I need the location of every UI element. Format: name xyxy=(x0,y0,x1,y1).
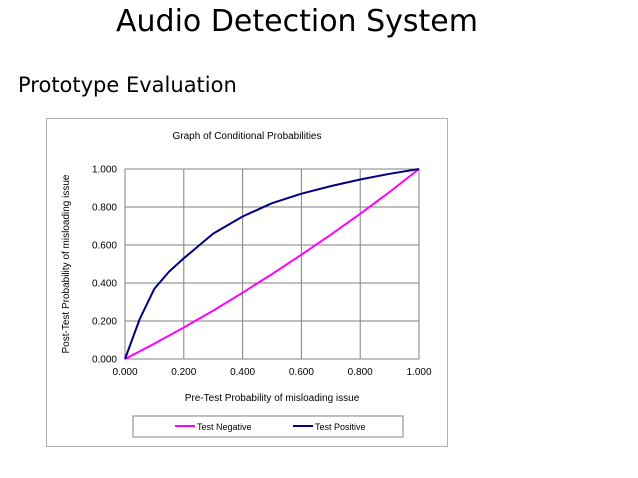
slide-title: Audio Detection System xyxy=(116,4,478,39)
legend-label-test-positive: Test Positive xyxy=(315,422,366,432)
x-tick-label: 0.800 xyxy=(348,367,373,378)
series-line-test-positive xyxy=(124,168,420,360)
x-tick-label: 1.000 xyxy=(406,367,431,378)
y-tick-label: 1.000 xyxy=(92,165,117,176)
legend-label-test-negative: Test Negative xyxy=(197,422,252,432)
x-tick-label: 0.000 xyxy=(112,367,137,378)
y-axis-label: Post-Test Probability of misloading issu… xyxy=(61,174,72,353)
series-line-test-negative xyxy=(124,168,420,360)
plot-area xyxy=(124,168,420,360)
series-lines xyxy=(124,168,420,360)
x-axis-label: Pre-Test Probability of misloading issue xyxy=(185,393,360,404)
y-tick-labels: 0.000 0.200 0.400 0.600 0.800 1.000 xyxy=(92,165,117,366)
x-tick-label: 0.600 xyxy=(289,367,314,378)
slide-subtitle: Prototype Evaluation xyxy=(18,73,237,97)
grid-lines xyxy=(125,169,419,359)
chart-container: Graph of Conditional Probabilities 0.000… xyxy=(46,118,448,447)
conditional-probability-chart: Graph of Conditional Probabilities 0.000… xyxy=(61,131,432,438)
x-tick-label: 0.200 xyxy=(171,367,196,378)
y-tick-label: 0.800 xyxy=(92,203,117,214)
y-tick-label: 0.400 xyxy=(92,279,117,290)
x-tick-label: 0.400 xyxy=(230,367,255,378)
legend-box xyxy=(132,415,404,438)
y-tick-label: 0.600 xyxy=(92,241,117,252)
chart-title: Graph of Conditional Probabilities xyxy=(173,131,322,142)
x-tick-labels: 0.000 0.200 0.400 0.600 0.800 1.000 xyxy=(112,367,431,378)
y-tick-label: 0.200 xyxy=(92,317,117,328)
legend: Test Negative Test Positive xyxy=(175,422,366,432)
y-tick-label: 0.000 xyxy=(92,355,117,366)
